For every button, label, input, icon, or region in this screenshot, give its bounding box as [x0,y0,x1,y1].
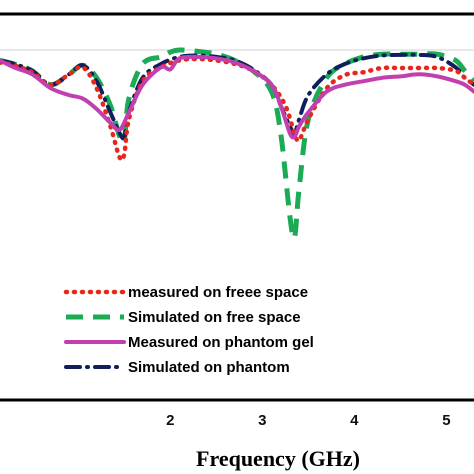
plot-frame [0,12,474,402]
x-tick-label-0: 2 [166,412,174,429]
legend-label-3: Simulated on phantom [128,359,290,376]
x-tick-label-2: 4 [350,412,359,429]
legend-label-2: Measured on phantom gel [128,334,314,351]
series-line-2 [0,54,474,140]
legend-label-1: Simulated on free space [128,309,301,326]
x-tick-label-1: 3 [258,412,266,429]
series-layer [0,47,474,241]
x-axis-title: Frequency (GHz) [196,446,360,471]
x-tick-label-3: 5 [442,412,450,429]
legend: measured on freee space Simulated on free… [63,284,314,376]
x-tick-labels: 2 3 4 5 [166,412,450,429]
legend-label-0: measured on freee space [128,284,308,301]
